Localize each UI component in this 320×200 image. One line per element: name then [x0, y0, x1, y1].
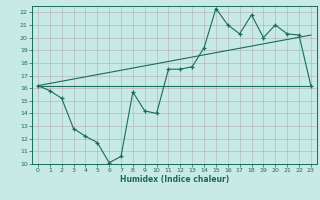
X-axis label: Humidex (Indice chaleur): Humidex (Indice chaleur)	[120, 175, 229, 184]
